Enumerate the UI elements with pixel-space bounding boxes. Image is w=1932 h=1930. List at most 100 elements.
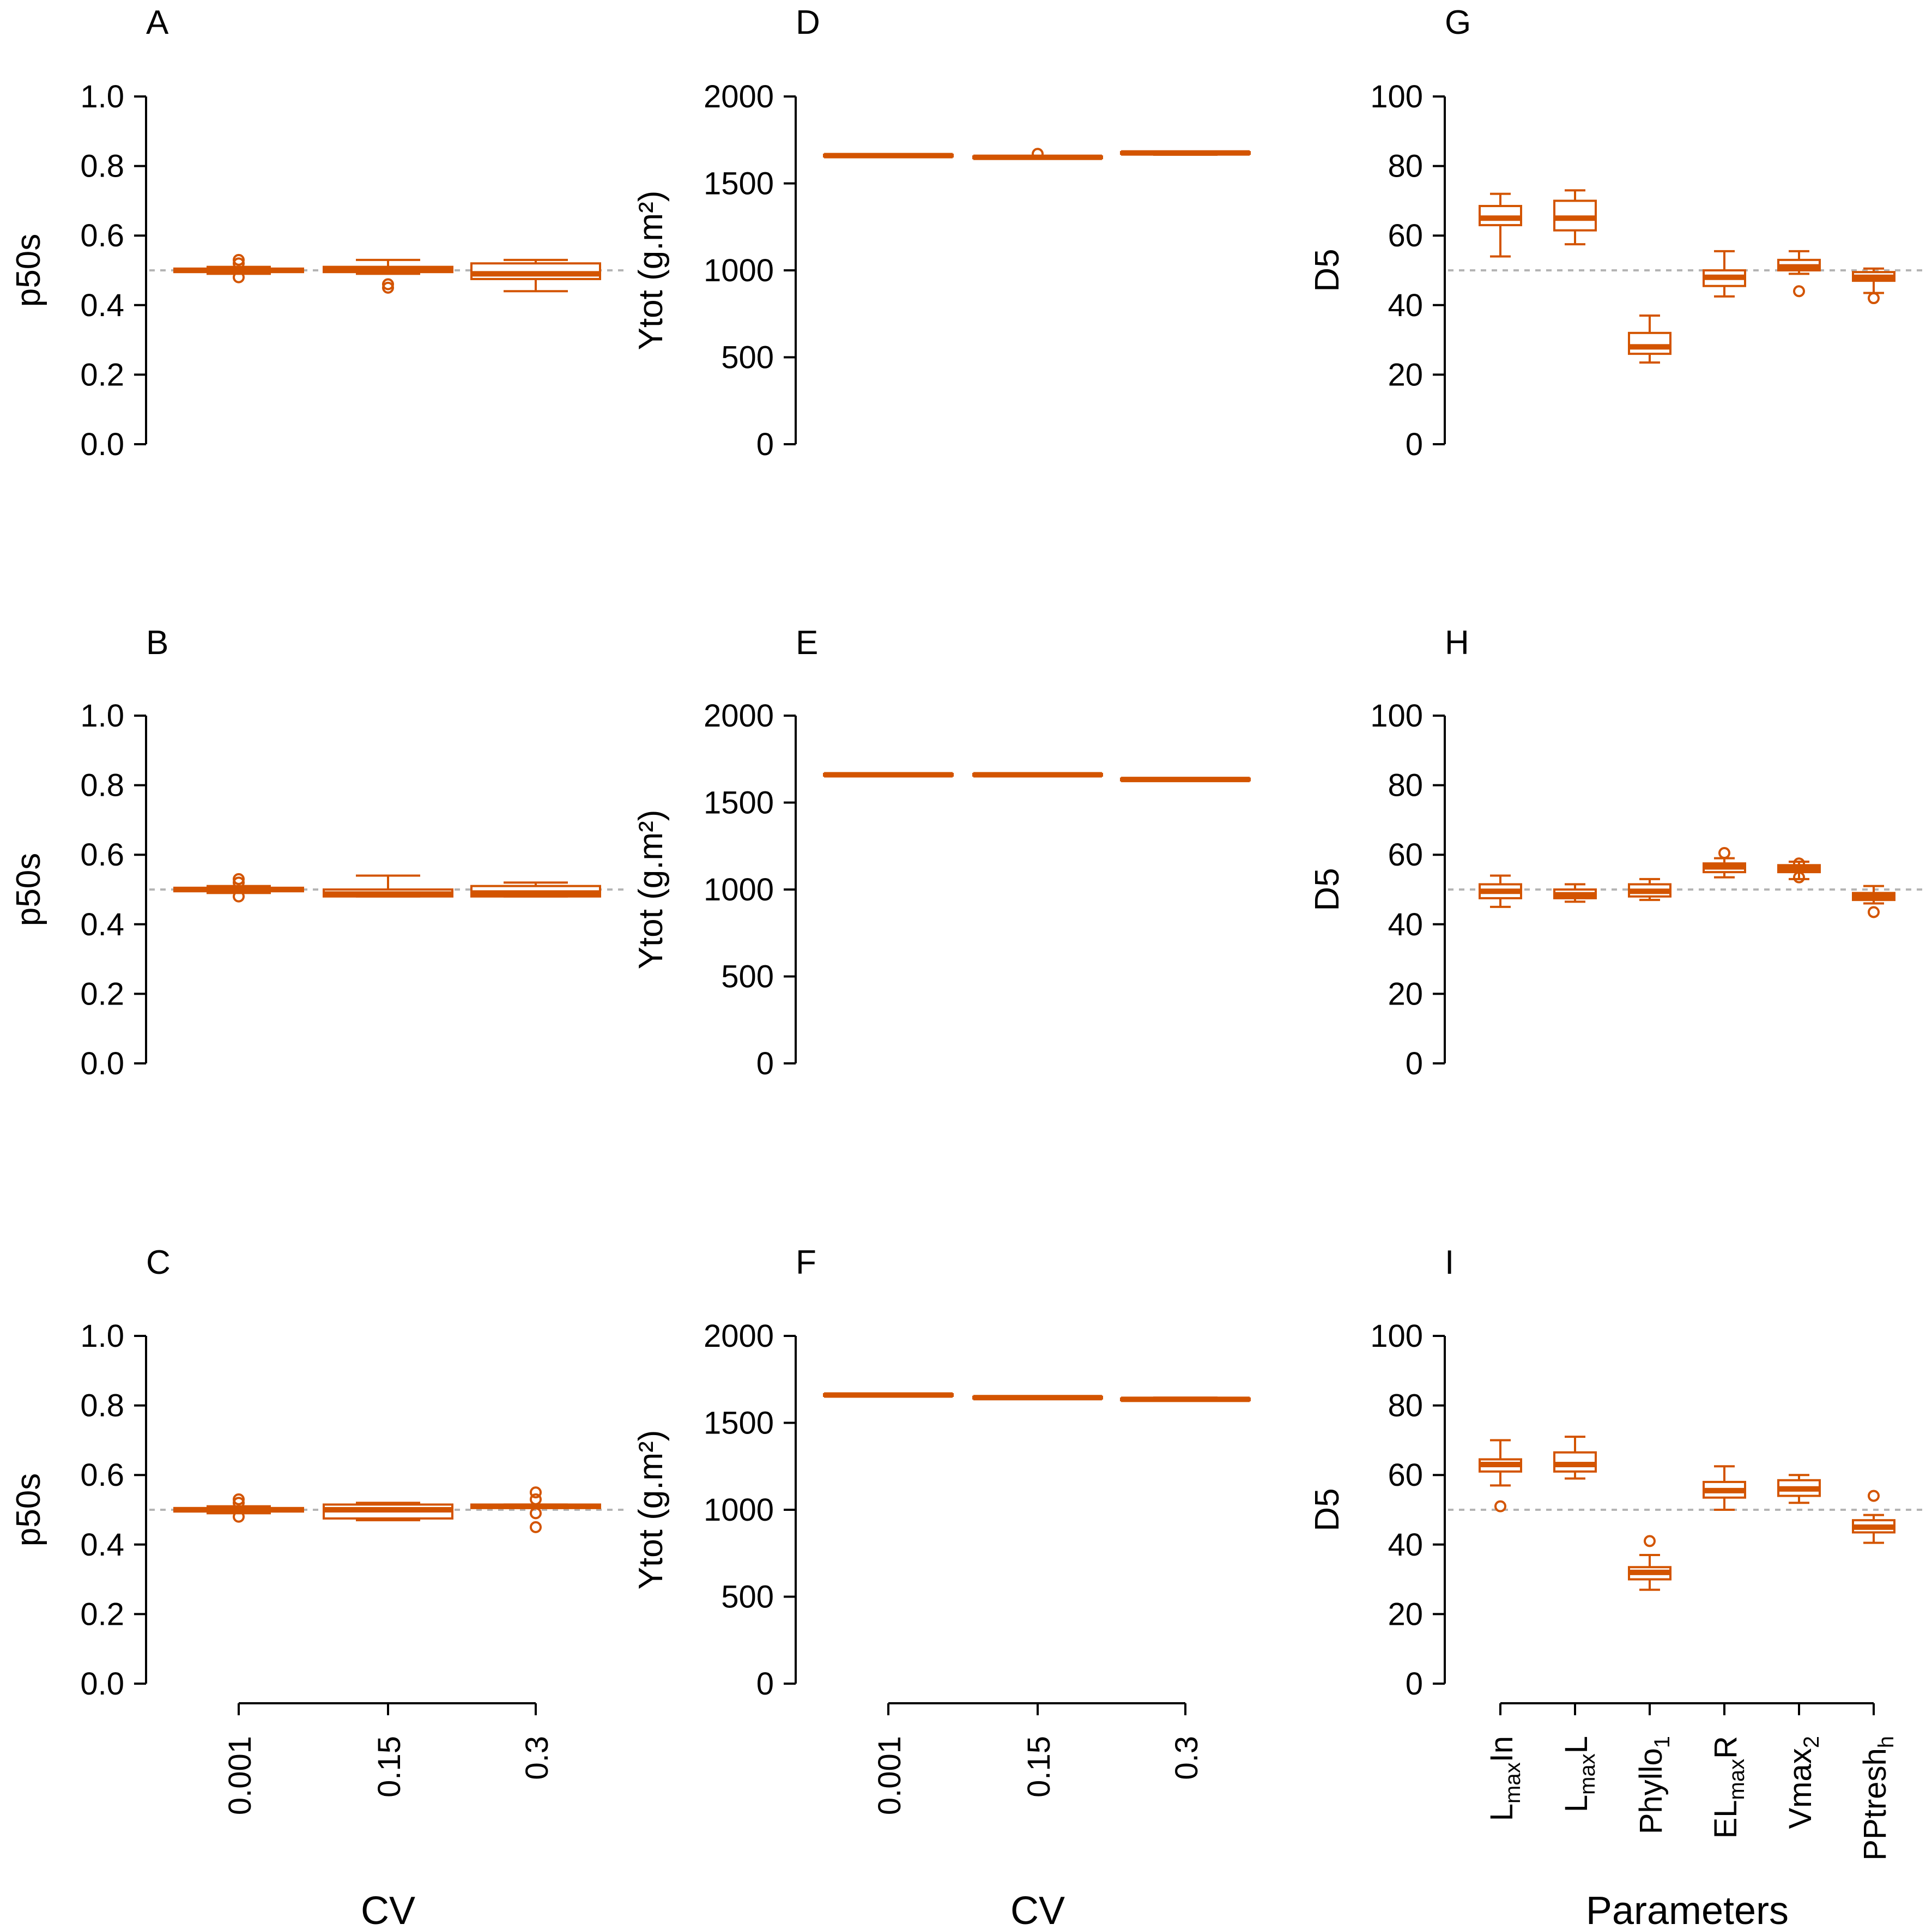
x-tick-label: 0.001 [222, 1736, 258, 1815]
box-elmaxr [1703, 250, 1746, 298]
x-tick-label: ELmaxR [1708, 1736, 1749, 1838]
outlier-point [233, 1497, 245, 1509]
y-tick-label: 500 [721, 1580, 774, 1615]
y-axis-label: Ytot (g.m²) [632, 191, 670, 350]
outlier-point [1868, 1490, 1880, 1502]
tick-label-main: PPtresh [1857, 1748, 1893, 1860]
y-tick-label: 100 [1370, 79, 1423, 114]
panel-a: A 0.0 0.2 0.4 0.6 0.8 1.0 p50s [10, 4, 627, 462]
y-axis-label: p50s [10, 853, 47, 926]
y-tick-label: 1500 [704, 1406, 774, 1441]
outlier-point [382, 281, 394, 294]
y-tick-label: 80 [1388, 768, 1423, 803]
panel-g: G 0 20 40 60 80 100 D5 [1309, 4, 1927, 462]
box-0-3 [1120, 1396, 1251, 1402]
box-phyllo1 [1628, 1535, 1671, 1591]
y-tick-label: 0.8 [80, 1388, 124, 1424]
box-0-3 [470, 258, 601, 293]
y-tick-label: 0.0 [80, 1666, 124, 1702]
y-axis-label: D5 [1309, 249, 1346, 292]
box-elmaxr [1703, 1465, 1746, 1511]
outlier-point [233, 1493, 245, 1505]
outlier-point [530, 1507, 542, 1520]
y-tick-label: 0.4 [80, 288, 124, 323]
panel-label: H [1445, 624, 1469, 662]
x-axis-title-col3: Parameters [1586, 1889, 1789, 1930]
y-tick-label: 0.4 [80, 1527, 124, 1563]
x-axis-title-col2: CV [1010, 1889, 1065, 1930]
outlier-point [1032, 148, 1044, 160]
box-elmaxr [1703, 847, 1746, 879]
box-phyllo1 [1628, 314, 1671, 364]
y-tick-label: 0 [1406, 1046, 1423, 1081]
tick-label-main: Phyllo [1633, 1748, 1669, 1834]
tick-label-subscript: max [1725, 1759, 1749, 1800]
y-tick-label: 80 [1388, 149, 1423, 184]
tick-label-tail: In [1484, 1736, 1519, 1762]
outlier-point [233, 253, 245, 266]
y-tick-label: 0 [1406, 1666, 1423, 1702]
tick-label-tail: L [1559, 1736, 1594, 1753]
y-tick-label: 0.6 [80, 1457, 124, 1493]
box-0-001 [173, 873, 304, 903]
box-0-15 [972, 1395, 1103, 1401]
outlier-point [530, 1521, 542, 1533]
y-tick-label: 0.2 [80, 976, 124, 1012]
box-0-001 [823, 772, 954, 778]
outlier-point [233, 873, 245, 885]
tick-label-subscript: 1 [1650, 1736, 1674, 1748]
y-axis-label: p50s [10, 234, 47, 307]
y-tick-label: 20 [1388, 976, 1423, 1012]
panel-e: E 0 500 1000 1500 2000 Ytot (g.m²) [632, 624, 1251, 1081]
y-tick-label: 0.8 [80, 149, 124, 184]
x-tick-label: 0.3 [519, 1736, 555, 1780]
bottom-x-axes-layer: 0.001 0.15 0.3 0.001 0.15 0.3 Lmax In LmaxL Phyll… [222, 1702, 1898, 1930]
y-tick-label: 2000 [704, 79, 774, 114]
box-vmax2 [1777, 857, 1821, 884]
box-0-15 [323, 258, 453, 294]
y-tick-label: 500 [721, 959, 774, 995]
outlier-point [1868, 292, 1880, 305]
box-vmax2 [1777, 1474, 1821, 1504]
box-iqr [1628, 331, 1671, 355]
outlier-point [233, 271, 245, 283]
y-tick-label: 60 [1388, 218, 1423, 253]
box-lmaxl [1553, 883, 1597, 903]
panel-label: F [796, 1244, 816, 1281]
y-tick-label: 20 [1388, 1596, 1423, 1632]
outlier-point [233, 876, 245, 889]
y-axis-label: D5 [1309, 1488, 1346, 1531]
y-tick-label: 1500 [704, 785, 774, 821]
y-tick-label: 1500 [704, 166, 774, 202]
box-0-3 [1120, 150, 1251, 156]
tick-label-subscript: 2 [1800, 1736, 1824, 1748]
y-tick-label: 0.2 [80, 357, 124, 392]
y-tick-label: 0 [756, 1046, 774, 1081]
panel-label: C [146, 1244, 171, 1281]
panel-label: B [146, 624, 168, 662]
y-tick-label: 40 [1388, 288, 1423, 323]
box-0-3 [470, 1486, 601, 1533]
tick-label-main: L [1484, 1804, 1519, 1821]
y-tick-label: 60 [1388, 837, 1423, 873]
outlier-point [530, 1486, 542, 1499]
y-axis-label: Ytot (g.m²) [632, 1430, 670, 1590]
box-lmaxin [1479, 1439, 1522, 1512]
y-tick-label: 1000 [704, 872, 774, 907]
y-tick-label: 1000 [704, 1492, 774, 1528]
y-tick-label: 1.0 [80, 698, 124, 734]
outlier-point [1793, 871, 1805, 884]
x-axis-col1: 0.001 0.15 0.3 [222, 1702, 555, 1815]
y-tick-label: 2000 [704, 1318, 774, 1354]
x-tick-label: 0.15 [372, 1736, 407, 1798]
panel-label: D [796, 4, 820, 41]
box-pptreshh [1852, 885, 1895, 918]
box-0-001 [173, 253, 304, 283]
x-tick-label: LmaxL [1559, 1736, 1600, 1812]
y-tick-label: 60 [1388, 1457, 1423, 1493]
y-axis-label: D5 [1309, 868, 1346, 911]
outlier-point [1644, 1535, 1656, 1547]
y-tick-label: 1000 [704, 253, 774, 288]
panel-b: B 0.0 0.2 0.4 0.6 0.8 1.0 p50s [10, 624, 627, 1081]
